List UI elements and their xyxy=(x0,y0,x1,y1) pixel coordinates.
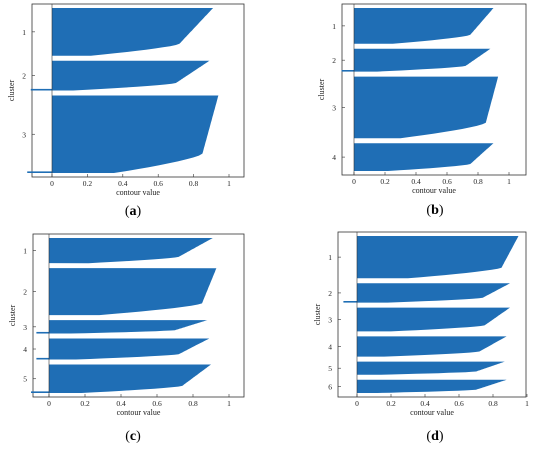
panel-caption: (c) xyxy=(125,429,141,444)
caption-close-paren: ) xyxy=(439,429,444,444)
x-tick-label: 0.2 xyxy=(386,399,396,408)
caption-letter: b xyxy=(431,203,439,218)
cluster-1-bar xyxy=(52,8,214,56)
cluster-2-negative-sliver xyxy=(341,70,354,72)
cluster-4-bar xyxy=(49,338,210,360)
cluster-1-bar xyxy=(354,8,494,44)
caption-open-paren: ( xyxy=(426,203,431,218)
y-tick-label: 2 xyxy=(332,56,336,65)
cluster-5-negative-sliver xyxy=(31,391,49,393)
plot-frame xyxy=(341,3,527,176)
cluster-4-negative-sliver xyxy=(36,357,49,360)
y-axis-label: cluster xyxy=(7,80,16,102)
x-tick-label: 0.4 xyxy=(118,179,128,188)
y-tick-label: 1 xyxy=(332,22,336,31)
x-tick-label: 0.2 xyxy=(80,399,90,408)
x-tick-label: 1 xyxy=(227,179,231,188)
x-tick-label: 0.6 xyxy=(442,177,452,186)
y-tick-label: 6 xyxy=(328,382,332,391)
caption-open-paren: ( xyxy=(426,429,431,444)
y-tick-label: 5 xyxy=(328,364,332,373)
x-tick-label: 0.4 xyxy=(411,177,421,186)
x-tick-label: 0.4 xyxy=(116,399,126,408)
x-tick-label: 0 xyxy=(355,399,359,408)
x-tick-label: 0.2 xyxy=(83,179,93,188)
x-tick-label: 0.2 xyxy=(380,177,390,186)
x-tick-label: 1 xyxy=(227,399,231,408)
cluster-4-bar xyxy=(354,143,494,171)
y-axis-label: cluster xyxy=(317,79,326,101)
cluster-3-bar xyxy=(49,320,208,334)
cluster-2-negative-sliver xyxy=(343,301,357,303)
cluster-1-bar xyxy=(49,238,213,264)
y-tick-label: 1 xyxy=(328,253,332,262)
y-tick-label: 4 xyxy=(23,345,27,354)
cluster-4-bar xyxy=(357,336,507,357)
x-axis-label: contour value xyxy=(410,408,454,417)
y-tick-label: 2 xyxy=(23,288,27,297)
chart-panel-a: 1 2 3 0 0.2 0.4 0.6 0.8 1 contour value cluster (a) xyxy=(7,3,245,219)
y-tick-label: 4 xyxy=(328,342,332,351)
cluster-3-negative-sliver xyxy=(27,171,52,173)
chart-panel-c: 1 2 3 4 5 0 0.2 0.4 0.6 0.8 1 contour value cluster (… xyxy=(8,233,245,444)
y-tick-label: 3 xyxy=(22,130,26,139)
y-tick-label: 2 xyxy=(328,289,332,298)
y-tick-label: 2 xyxy=(22,72,26,81)
plot-frame xyxy=(337,231,527,398)
plot-frame xyxy=(32,233,245,398)
cluster-5-bar xyxy=(49,364,211,393)
cluster-3-bar xyxy=(354,76,499,139)
x-axis-label: contour value xyxy=(117,408,161,417)
cluster-2-bar xyxy=(52,60,210,91)
cluster-1-bar xyxy=(357,236,519,279)
cluster-3-bar xyxy=(357,307,510,332)
y-tick-label: 3 xyxy=(23,323,27,332)
caption-close-paren: ) xyxy=(439,203,444,218)
caption-letter: d xyxy=(431,429,439,444)
x-tick-label: 0.8 xyxy=(473,177,483,186)
x-tick-label: 0.6 xyxy=(154,179,164,188)
x-tick-label: 0.8 xyxy=(189,179,199,188)
caption-close-paren: ) xyxy=(136,429,141,444)
y-tick-label: 3 xyxy=(332,103,336,112)
cluster-2-bar xyxy=(357,283,510,303)
cluster-2-bar xyxy=(354,48,491,72)
x-tick-label: 0.8 xyxy=(488,399,498,408)
cluster-3-bar xyxy=(52,95,219,173)
y-axis-label: cluster xyxy=(313,304,322,326)
x-tick-label: 1 xyxy=(507,177,511,186)
cluster-6-bar xyxy=(357,379,507,393)
y-tick-label: 1 xyxy=(23,247,27,256)
x-tick-label: 1 xyxy=(525,399,529,408)
cluster-3-negative-sliver xyxy=(36,331,49,334)
panel-caption: (b) xyxy=(426,203,443,218)
cluster-2-bar xyxy=(49,268,217,316)
y-tick-label: 4 xyxy=(332,153,336,162)
caption-letter: a xyxy=(130,204,137,219)
cluster-5-bar xyxy=(357,361,505,375)
x-tick-label: 0.6 xyxy=(152,399,162,408)
x-tick-label: 0.8 xyxy=(188,399,198,408)
y-tick-label: 5 xyxy=(23,375,27,384)
x-tick-label: 0 xyxy=(352,177,356,186)
caption-open-paren: ( xyxy=(125,429,130,444)
x-axis-label: contour value xyxy=(412,186,456,195)
panel-caption: (a) xyxy=(125,204,142,219)
chart-panel-d: 1 2 3 4 5 6 0 0.2 0.4 0.6 0.8 1 contour value cluster… xyxy=(313,231,529,444)
y-tick-label: 3 xyxy=(328,315,332,324)
panel-caption: (d) xyxy=(426,429,443,444)
x-tick-label: 0.4 xyxy=(420,399,430,408)
caption-open-paren: ( xyxy=(125,204,130,219)
x-tick-label: 0.6 xyxy=(454,399,464,408)
x-tick-label: 0 xyxy=(50,179,54,188)
x-tick-label: 0 xyxy=(47,399,51,408)
y-axis-label: cluster xyxy=(8,305,17,327)
caption-letter: c xyxy=(130,429,136,444)
caption-close-paren: ) xyxy=(137,204,142,219)
y-tick-label: 1 xyxy=(22,28,26,37)
x-axis-label: contour value xyxy=(116,188,160,197)
chart-panel-b: 1 2 3 4 0 0.2 0.4 0.6 0.8 1 contour value cluster (b… xyxy=(317,3,527,218)
cluster-2-negative-sliver xyxy=(30,88,52,91)
